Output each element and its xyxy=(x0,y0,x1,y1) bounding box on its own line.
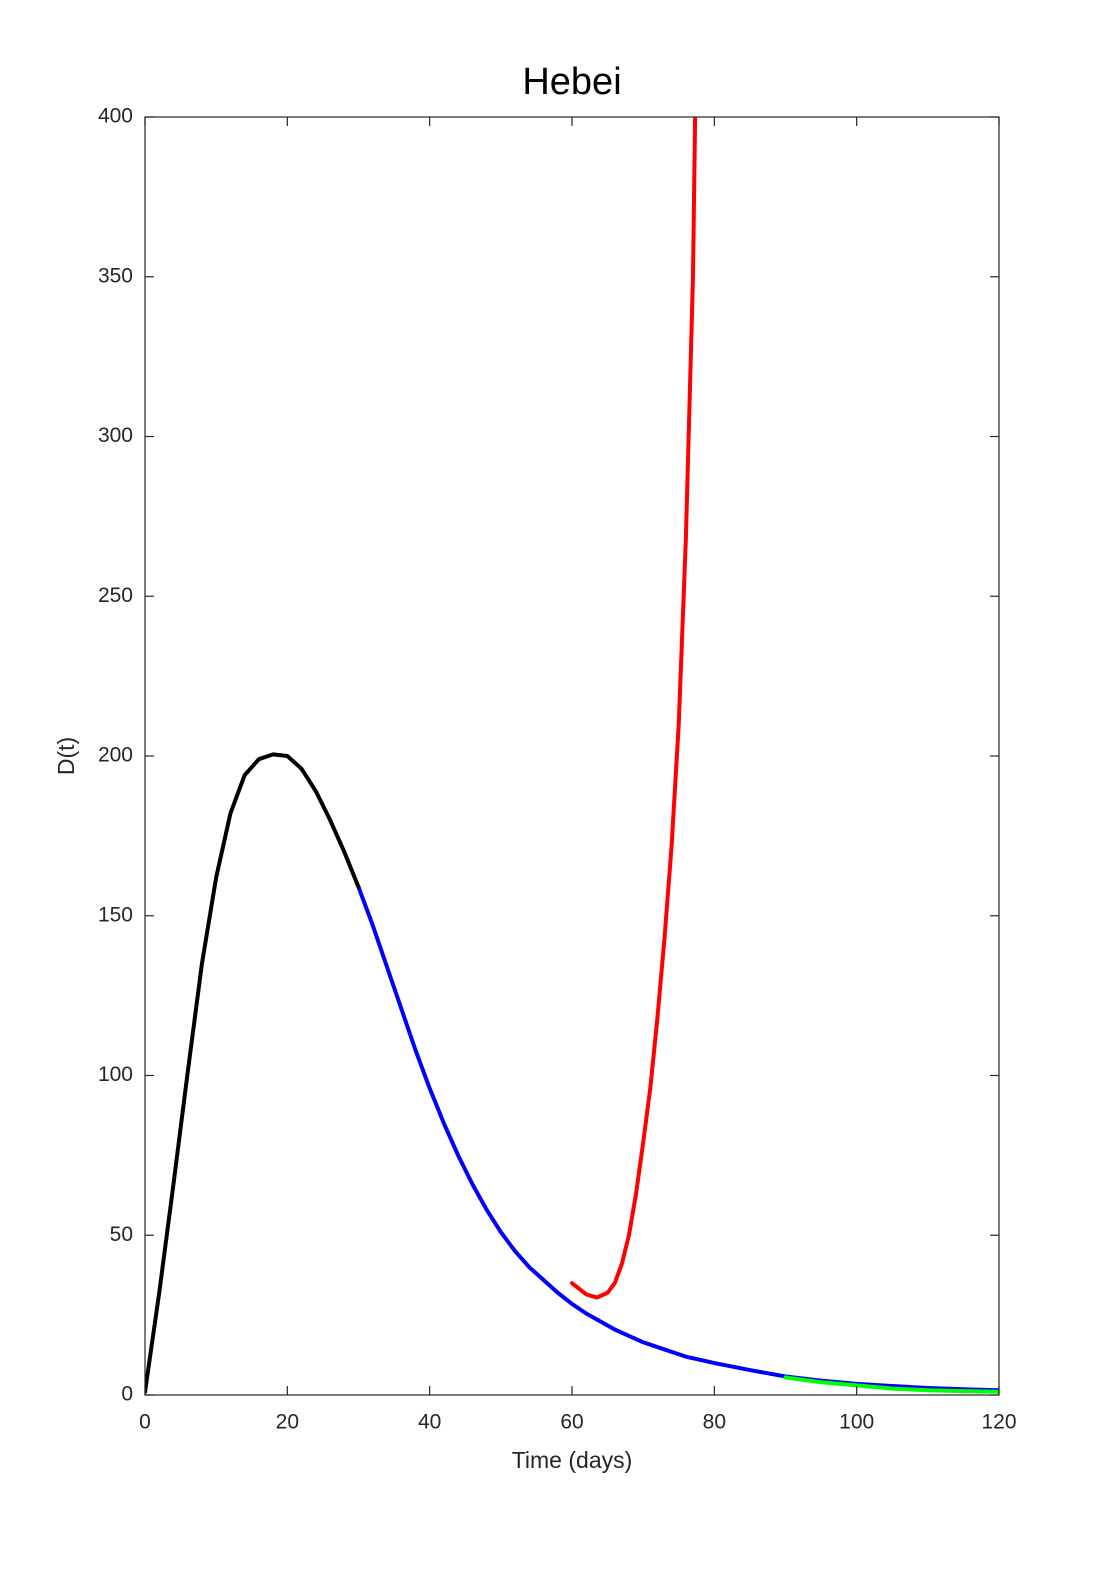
x-tick-label: 0 xyxy=(139,1411,151,1434)
x-tick-label: 20 xyxy=(276,1411,299,1434)
line-series xyxy=(783,1375,999,1394)
y-tick-label: 250 xyxy=(98,584,133,607)
x-tick-label: 100 xyxy=(839,1411,874,1434)
x-axis-label: Time (days) xyxy=(512,1447,633,1473)
y-tick-label: 0 xyxy=(121,1383,133,1406)
y-tick-label: 350 xyxy=(98,264,133,287)
x-tick-label: 80 xyxy=(703,1411,726,1434)
y-axis-label: D(t) xyxy=(53,737,79,775)
y-tick-label: 50 xyxy=(110,1223,133,1246)
y-tick-label: 200 xyxy=(98,744,133,767)
line-series xyxy=(356,884,999,1393)
y-tick-label: 400 xyxy=(98,105,133,128)
x-tick-label: 60 xyxy=(560,1411,583,1434)
y-tick-label: 300 xyxy=(98,424,133,447)
x-tick-label: 40 xyxy=(418,1411,441,1434)
y-tick-label: 100 xyxy=(98,1063,133,1086)
x-tick-label: 120 xyxy=(981,1411,1016,1434)
line-series xyxy=(145,752,361,1394)
chart-title: Hebei xyxy=(522,61,621,103)
line-series xyxy=(570,117,698,1300)
plot-lines xyxy=(145,117,999,1394)
y-tick-label: 150 xyxy=(98,903,133,926)
